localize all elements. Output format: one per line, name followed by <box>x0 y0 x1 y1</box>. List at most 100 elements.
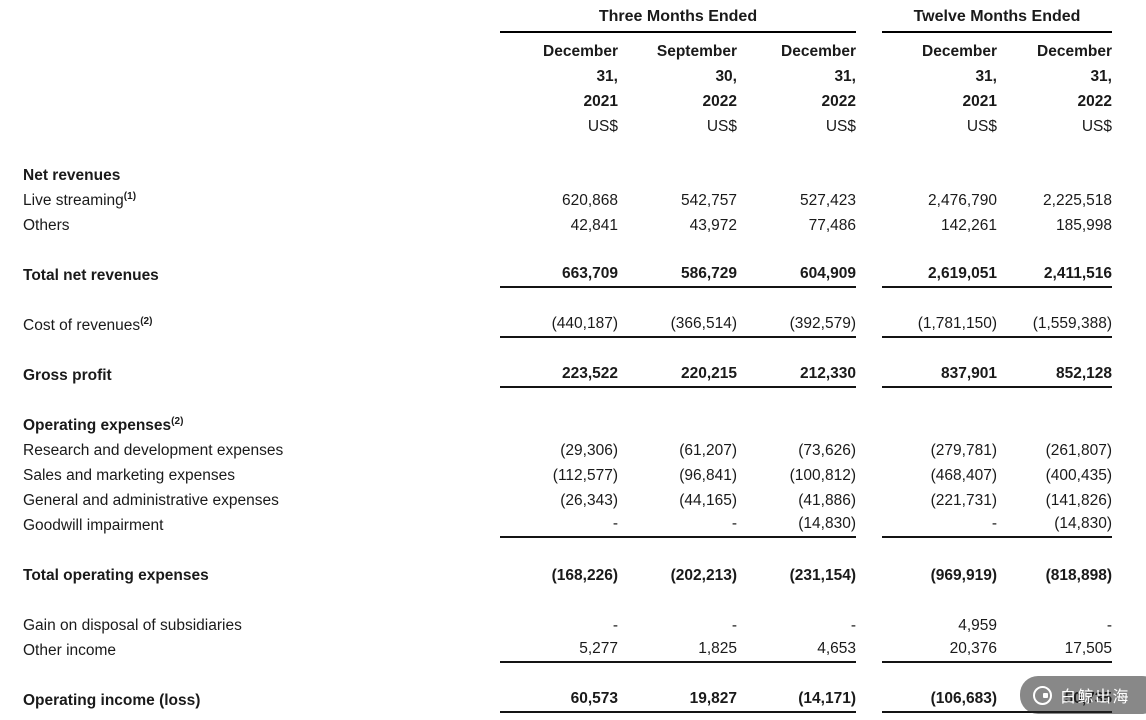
column-gap <box>856 488 882 513</box>
header-line: September <box>656 43 737 60</box>
cell-value: (14,830) <box>997 513 1112 538</box>
cell-value: 2,619,051 <box>882 263 997 288</box>
column-header-sep-2022-q: September 30, 2022 US$ <box>618 39 737 139</box>
cell-value: - <box>500 513 618 538</box>
row-label-text: Gain on disposal of subsidiaries <box>23 617 242 634</box>
table-header-groups: Three Months Ended Twelve Months Ended <box>23 8 1146 33</box>
cell-value: (1,781,150) <box>882 313 997 338</box>
cell-value: (366,514) <box>618 313 737 338</box>
header-line: December <box>543 43 618 60</box>
cell-value: 586,729 <box>618 263 737 288</box>
row-label: Operating expenses(2) <box>23 413 500 438</box>
cell-value: (14,171) <box>737 688 856 713</box>
cell-value: 43,972 <box>689 217 737 234</box>
table-column-headers: December 31, 2021 US$ September 30, 2022… <box>23 33 1146 139</box>
cell-value: (73,626) <box>798 442 856 459</box>
table-row: Sales and marketing expenses (112,577) (9… <box>23 463 1146 488</box>
cell-value <box>882 163 997 188</box>
row-label: Goodwill impairment <box>23 513 500 538</box>
watermark-logo-icon <box>1032 685 1052 705</box>
table-body: Net revenues Live streaming(1) 620,868 54… <box>23 163 1146 713</box>
cell-value <box>618 163 737 188</box>
row-label-text: Cost of revenues <box>23 317 141 334</box>
row-label-text: Live streaming <box>23 192 124 209</box>
header-line: 2021 <box>583 93 618 110</box>
row-label: General and administrative expenses <box>23 488 500 513</box>
cell-value: - <box>731 617 737 634</box>
footnote-sup: (2) <box>140 315 153 327</box>
cell-value: 604,909 <box>737 263 856 288</box>
cell-value <box>618 413 737 438</box>
cell-value: (14,830) <box>737 513 856 538</box>
cell-value: (106,683) <box>882 688 997 713</box>
cell-value: (44,165) <box>679 492 737 509</box>
cell-value: 2,225,518 <box>1043 192 1112 209</box>
header-line: December <box>781 43 856 60</box>
table-row: Total net revenues 663,709 586,729 604,909… <box>23 263 1146 288</box>
currency-unit: US$ <box>1081 118 1112 135</box>
row-label-text: Net revenues <box>23 167 121 184</box>
cell-value: 19,827 <box>618 688 737 713</box>
table-row: Live streaming(1) 620,868 542,757 527,423 2… <box>23 188 1146 213</box>
header-line: 2022 <box>1077 93 1112 110</box>
cell-value <box>997 413 1112 438</box>
row-label: Total operating expenses <box>23 563 500 588</box>
cell-value: (112,577) <box>552 467 618 484</box>
column-gap <box>856 363 882 388</box>
cell-value: (202,213) <box>670 567 737 584</box>
column-header-dec-2021-fy: December 31, 2021 US$ <box>882 39 997 139</box>
cell-value: (440,187) <box>500 313 618 338</box>
column-gap <box>856 688 882 713</box>
row-label: Others <box>23 213 500 238</box>
row-label-text: Operating income (loss) <box>23 692 201 709</box>
cell-value: 837,901 <box>882 363 997 388</box>
cell-value <box>882 413 997 438</box>
table-row: Other income 5,277 1,825 4,653 20,376 17,505 <box>23 638 1146 663</box>
cell-value <box>500 163 618 188</box>
watermark-badge: 白鲸出海 <box>1019 676 1146 714</box>
header-line: 2022 <box>702 93 737 110</box>
header-line: 31, <box>1090 68 1112 85</box>
table-row: Operating expenses(2) <box>23 413 1146 438</box>
cell-value: - <box>882 513 997 538</box>
row-label-text: Gross profit <box>23 367 112 384</box>
row-label: Net revenues <box>23 163 500 188</box>
cell-value: (231,154) <box>789 567 856 584</box>
watermark-text: 白鲸出海 <box>1059 689 1130 706</box>
currency-unit: US$ <box>706 118 737 135</box>
footnote-sup: (1) <box>123 190 137 202</box>
cell-value: 4,959 <box>958 617 997 634</box>
cell-value: (100,812) <box>789 467 856 484</box>
cell-value: 212,330 <box>737 363 856 388</box>
currency-unit: US$ <box>966 118 997 135</box>
cell-value: 2,411,516 <box>997 263 1112 288</box>
table-row: Net revenues <box>23 163 1146 188</box>
cell-value: (41,886) <box>798 492 856 509</box>
row-label: Sales and marketing expenses <box>23 463 500 488</box>
cell-value: 142,261 <box>940 217 997 234</box>
cell-value: (1,559,388) <box>997 313 1112 338</box>
cell-value: 852,128 <box>997 363 1112 388</box>
header-line: 31, <box>834 68 856 85</box>
cell-value: 220,215 <box>618 363 737 388</box>
row-label: Gain on disposal of subsidiaries <box>23 613 500 638</box>
column-gap <box>856 413 882 438</box>
row-label: Total net revenues <box>23 263 500 288</box>
cell-value: (26,343) <box>560 492 618 509</box>
cell-value: 17,505 <box>997 638 1112 663</box>
cell-value: - <box>850 617 856 634</box>
cell-value: (29,306) <box>560 442 618 459</box>
cell-value: (141,826) <box>1045 492 1112 509</box>
table-row: Others 42,841 43,972 77,486 142,261 185,998 <box>23 213 1146 238</box>
cell-value: 2,476,790 <box>928 192 997 209</box>
column-gap <box>856 163 882 188</box>
cell-value: (392,579) <box>737 313 856 338</box>
column-gap <box>856 213 882 238</box>
column-header-dec-2022-fy: December 31, 2022 US$ <box>997 39 1112 139</box>
table-row: Cost of revenues(2) (440,187) (366,514) (3… <box>23 313 1146 338</box>
column-group-twelve-months: Twelve Months Ended <box>882 8 1112 33</box>
header-line: 2021 <box>962 93 997 110</box>
row-label-text: Total operating expenses <box>23 567 209 584</box>
currency-unit: US$ <box>825 118 856 135</box>
cell-value: 527,423 <box>799 192 856 209</box>
